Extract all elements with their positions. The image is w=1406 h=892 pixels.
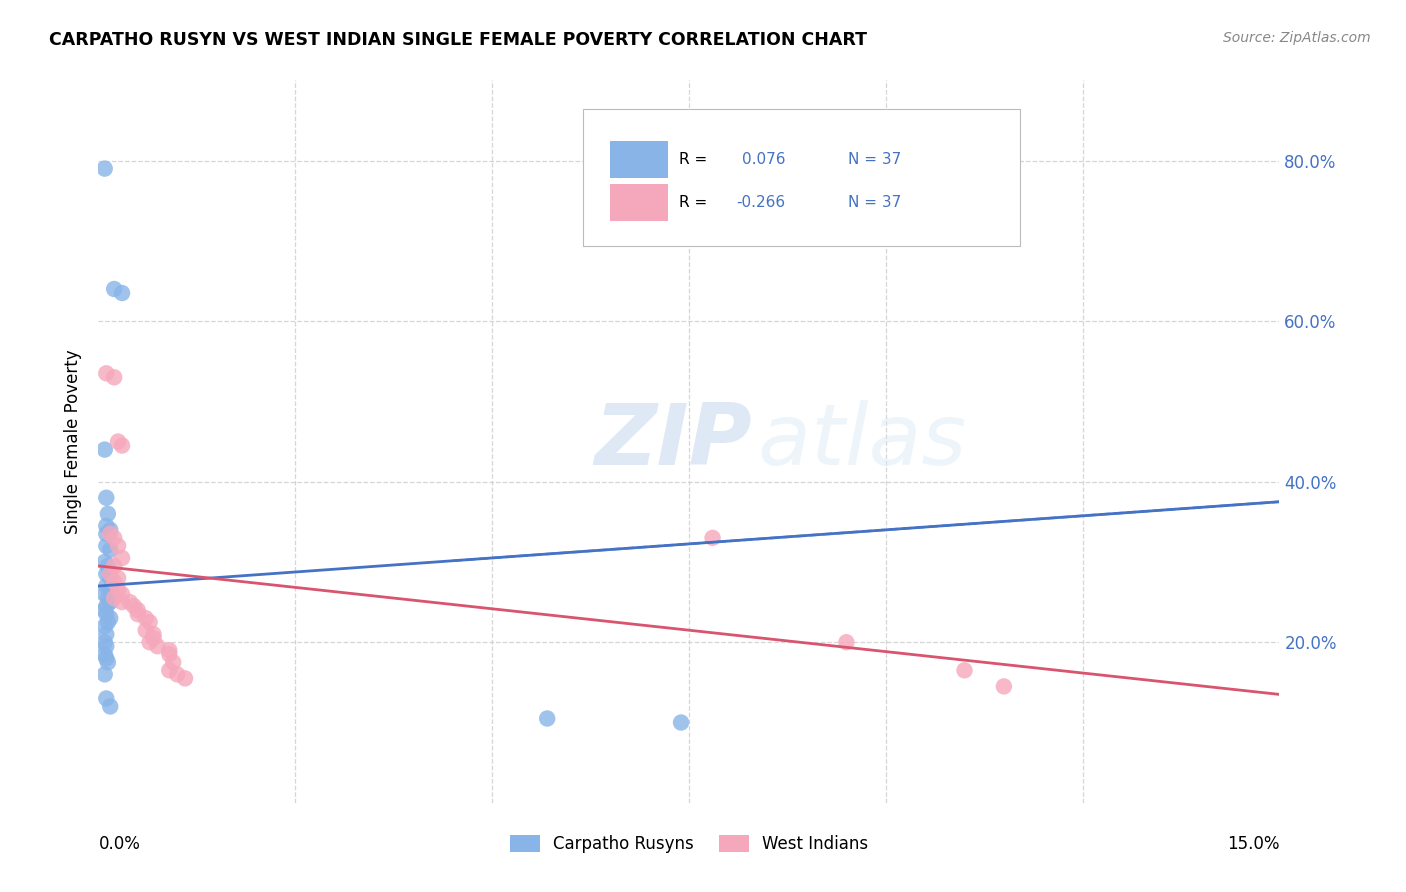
Point xyxy=(98,595,121,609)
Point xyxy=(96,627,118,641)
Point xyxy=(103,531,125,545)
Point xyxy=(98,526,121,541)
Point xyxy=(97,655,120,669)
Point xyxy=(107,571,129,585)
Point xyxy=(93,619,115,633)
Point xyxy=(166,667,188,681)
Text: N = 37: N = 37 xyxy=(848,194,901,210)
Point xyxy=(127,603,149,617)
Point xyxy=(953,664,976,678)
Text: 0.0%: 0.0% xyxy=(98,835,141,854)
Text: R =: R = xyxy=(679,194,713,210)
Text: 0.076: 0.076 xyxy=(742,152,786,167)
Text: 15.0%: 15.0% xyxy=(1227,835,1279,854)
Point xyxy=(835,635,858,649)
Point xyxy=(96,651,118,665)
Point xyxy=(107,583,129,598)
Point xyxy=(98,542,121,557)
Point xyxy=(98,611,121,625)
Point xyxy=(127,607,149,621)
Point xyxy=(98,699,121,714)
Point xyxy=(135,623,157,637)
Point xyxy=(97,558,120,574)
Point xyxy=(111,285,134,300)
Point xyxy=(146,639,169,653)
Point xyxy=(96,567,118,582)
Point xyxy=(93,555,115,569)
Y-axis label: Single Female Poverty: Single Female Poverty xyxy=(65,350,83,533)
Point xyxy=(174,671,197,685)
Point xyxy=(162,655,184,669)
Point xyxy=(111,595,134,609)
Point xyxy=(122,599,145,614)
Point xyxy=(135,611,157,625)
Text: R =: R = xyxy=(679,152,717,167)
Text: atlas: atlas xyxy=(595,400,967,483)
Text: Source: ZipAtlas.com: Source: ZipAtlas.com xyxy=(1223,31,1371,45)
Point xyxy=(107,539,129,553)
Text: N = 37: N = 37 xyxy=(848,152,901,167)
Text: CARPATHO RUSYN VS WEST INDIAN SINGLE FEMALE POVERTY CORRELATION CHART: CARPATHO RUSYN VS WEST INDIAN SINGLE FEM… xyxy=(49,31,868,49)
Point xyxy=(96,491,118,505)
Point xyxy=(96,526,118,541)
Point xyxy=(138,635,160,649)
Point xyxy=(993,680,1015,694)
Point xyxy=(96,579,118,593)
Point xyxy=(96,539,118,553)
Text: -0.266: -0.266 xyxy=(737,194,786,210)
Point xyxy=(97,591,120,605)
Point xyxy=(111,550,134,566)
Point xyxy=(142,632,165,646)
Point xyxy=(93,635,115,649)
Point xyxy=(111,587,134,601)
Legend: Carpatho Rusyns, West Indians: Carpatho Rusyns, West Indians xyxy=(503,828,875,860)
Point xyxy=(536,712,558,726)
Point xyxy=(103,558,125,574)
Point xyxy=(93,161,115,176)
Point xyxy=(107,434,129,449)
Point xyxy=(118,595,141,609)
Point xyxy=(93,667,115,681)
Point xyxy=(97,615,120,630)
Point xyxy=(111,438,134,452)
Point xyxy=(98,571,121,585)
Point xyxy=(157,643,180,657)
Point xyxy=(103,370,125,384)
Point xyxy=(157,664,180,678)
Point xyxy=(103,282,125,296)
Point xyxy=(103,574,125,589)
Point xyxy=(138,615,160,630)
Point xyxy=(96,518,118,533)
Point xyxy=(98,583,121,598)
Point xyxy=(93,587,115,601)
Point xyxy=(93,648,115,662)
Point xyxy=(96,599,118,614)
Point xyxy=(93,603,115,617)
Point xyxy=(98,523,121,537)
Point xyxy=(157,648,180,662)
FancyBboxPatch shape xyxy=(582,109,1019,246)
FancyBboxPatch shape xyxy=(610,141,668,178)
Point xyxy=(103,591,125,605)
Point xyxy=(97,507,120,521)
Point xyxy=(669,715,692,730)
Point xyxy=(98,567,121,582)
Point xyxy=(93,442,115,457)
Point xyxy=(96,639,118,653)
Point xyxy=(142,627,165,641)
Point xyxy=(702,531,724,545)
Point xyxy=(96,366,118,380)
Point xyxy=(96,607,118,621)
FancyBboxPatch shape xyxy=(610,184,668,221)
Point xyxy=(96,691,118,706)
Text: ZIP: ZIP xyxy=(595,400,752,483)
